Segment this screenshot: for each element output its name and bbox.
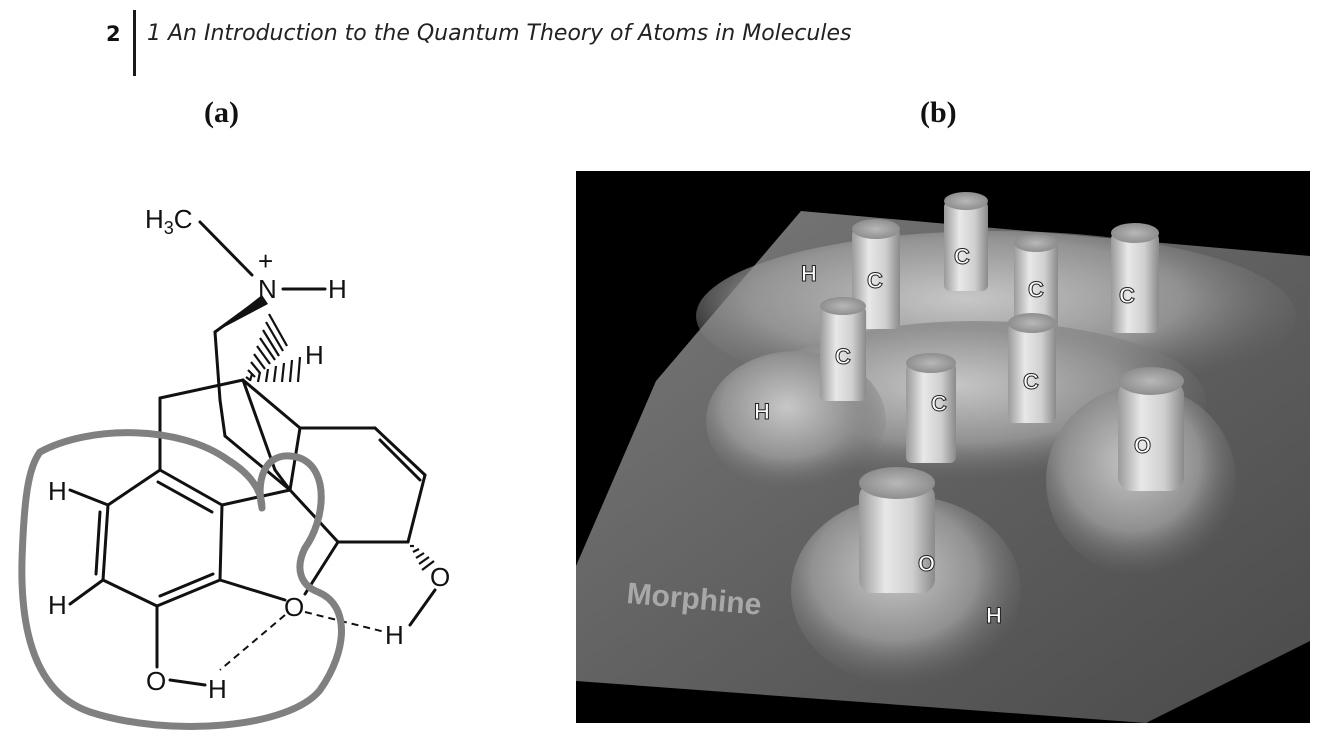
running-header: 2 1 An Introduction to the Quantum Theor… — [0, 0, 1322, 80]
panel-b-label: (b) — [920, 96, 957, 129]
h-bridge-label: H — [305, 340, 324, 370]
peak-label-c5: C — [835, 344, 851, 369]
hashed-bonds — [245, 313, 435, 571]
peak-label-c3: C — [1028, 277, 1044, 302]
h-on-n-label: H — [328, 274, 347, 304]
running-title: 1 An Introduction to the Quantum Theory … — [147, 21, 852, 46]
peak-label-c1: C — [867, 268, 883, 293]
page-number: 2 — [106, 22, 121, 46]
o-ether-label: O — [284, 592, 304, 622]
electron-density-render: C C C C C C C H H H O O Morphine — [576, 171, 1310, 723]
peak-label-c7: C — [931, 391, 947, 416]
density-surface: C C C C C C C H H H O O Morphine — [576, 192, 1310, 723]
h-ring-lower-label: H — [48, 590, 67, 620]
peak-label-o2: O — [918, 551, 935, 576]
methyl-label: H3C — [145, 204, 193, 238]
peak-label-c6: C — [1023, 369, 1039, 394]
structural-formula: H3C + N H H H H O H O O H — [18, 204, 450, 730]
o-phenol-label: O — [146, 666, 166, 696]
peak-label-c4: C — [1119, 283, 1135, 308]
nitrogen-label: N — [258, 274, 277, 304]
peak-label-h2: H — [754, 399, 770, 424]
peak-label-c2: C — [954, 244, 970, 269]
peak-label-h1: H — [801, 261, 817, 286]
bond-lines — [68, 220, 437, 687]
h-phenol-label: H — [208, 674, 227, 704]
h-ring-upper-label: H — [48, 476, 67, 506]
peak-pillars — [820, 192, 1184, 593]
panel-a-label: (a) — [204, 96, 239, 129]
h-alcohol-label: H — [385, 620, 404, 650]
charge-label: + — [258, 246, 273, 276]
peak-label-h3: H — [986, 603, 1002, 628]
atomic-basin-outline — [18, 429, 345, 730]
o-alcohol-label: O — [430, 562, 450, 592]
wedge-bond — [215, 295, 268, 332]
hydrogen-bonds — [219, 611, 386, 671]
peak-label-o1: O — [1134, 433, 1151, 458]
header-divider — [133, 10, 136, 76]
